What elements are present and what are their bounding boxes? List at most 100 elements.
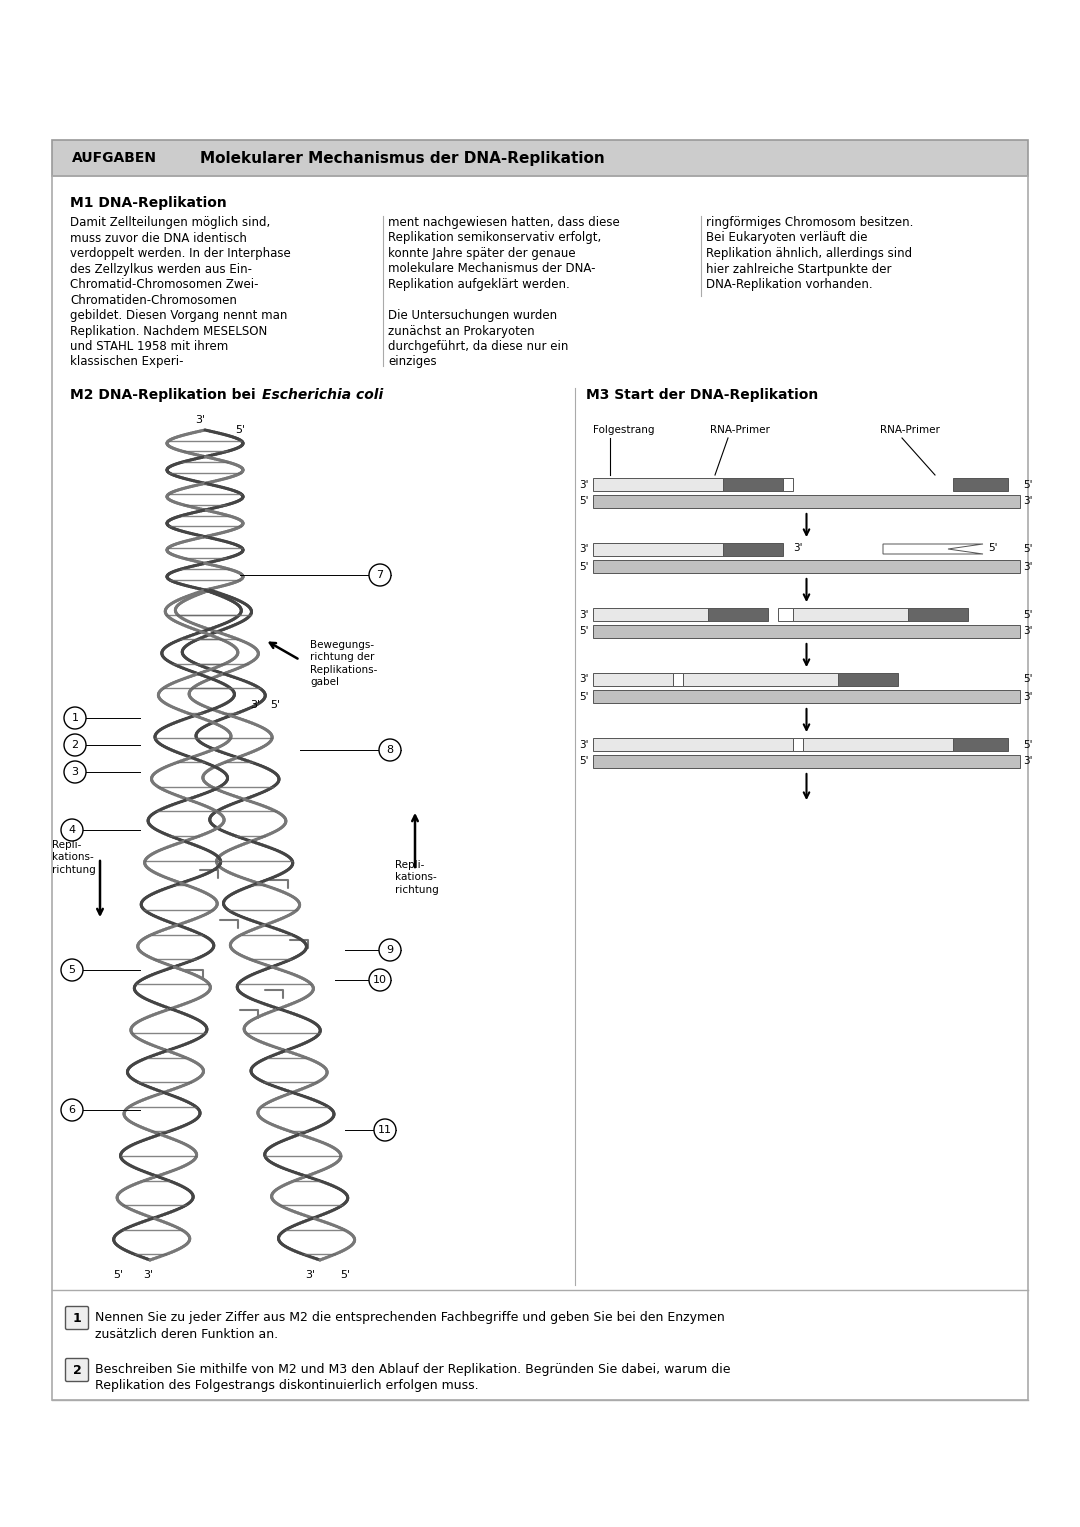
Text: AUFGABEN: AUFGABEN xyxy=(72,151,157,165)
Text: 3': 3' xyxy=(1023,496,1032,507)
Text: 4: 4 xyxy=(68,825,76,835)
Text: M3 Start der DNA-Replikation: M3 Start der DNA-Replikation xyxy=(586,388,819,402)
Text: Bei Eukaryoten verläuft die: Bei Eukaryoten verläuft die xyxy=(706,232,867,244)
Bar xyxy=(683,673,838,686)
Text: 6: 6 xyxy=(68,1106,76,1115)
Text: durchgeführt, da diese nur ein: durchgeführt, da diese nur ein xyxy=(388,341,568,353)
Text: des Zellzylkus werden aus Ein-: des Zellzylkus werden aus Ein- xyxy=(70,263,252,275)
Bar xyxy=(708,608,768,621)
Text: Chromatid-Chromosomen Zwei-: Chromatid-Chromosomen Zwei- xyxy=(70,278,258,292)
Text: ringförmiges Chromosom besitzen.: ringförmiges Chromosom besitzen. xyxy=(706,215,914,229)
Text: 3': 3' xyxy=(1023,756,1032,767)
Text: 3': 3' xyxy=(1023,562,1032,571)
Text: RNA-Primer: RNA-Primer xyxy=(880,425,940,435)
Text: 3': 3' xyxy=(580,739,589,750)
Text: Damit Zellteilungen möglich sind,: Damit Zellteilungen möglich sind, xyxy=(70,215,270,229)
Text: gebildet. Diesen Vorgang nennt man: gebildet. Diesen Vorgang nennt man xyxy=(70,308,287,322)
Bar xyxy=(593,754,1020,768)
Bar xyxy=(778,608,793,621)
Circle shape xyxy=(64,707,86,728)
Text: 5': 5' xyxy=(113,1270,123,1280)
Bar xyxy=(673,673,683,686)
Bar xyxy=(723,478,783,492)
Bar xyxy=(838,673,897,686)
Text: 3': 3' xyxy=(1023,692,1032,701)
Text: 3': 3' xyxy=(793,544,802,553)
Text: muss zuvor die DNA identisch: muss zuvor die DNA identisch xyxy=(70,232,247,244)
Circle shape xyxy=(64,734,86,756)
Bar xyxy=(593,690,1020,702)
Text: und STAHL 1958 mit ihrem: und STAHL 1958 mit ihrem xyxy=(70,341,228,353)
Text: Replikation ähnlich, allerdings sind: Replikation ähnlich, allerdings sind xyxy=(706,247,913,260)
Text: 2: 2 xyxy=(71,741,79,750)
Text: zunächst an Prokaryoten: zunächst an Prokaryoten xyxy=(388,325,535,337)
FancyBboxPatch shape xyxy=(66,1307,89,1330)
Text: 3': 3' xyxy=(1023,626,1032,637)
Text: Replikation. Nachdem MESELSON: Replikation. Nachdem MESELSON xyxy=(70,325,267,337)
Text: Bewegungs-
richtung der
Replikations-
gabel: Bewegungs- richtung der Replikations- ga… xyxy=(310,640,377,687)
Text: 5': 5' xyxy=(580,496,589,507)
Text: Replikation des Folgestrangs diskontinuierlich erfolgen muss.: Replikation des Folgestrangs diskontinui… xyxy=(95,1379,478,1393)
Text: hier zahlreiche Startpunkte der: hier zahlreiche Startpunkte der xyxy=(706,263,891,275)
Bar xyxy=(593,673,673,686)
Text: 7: 7 xyxy=(377,570,383,580)
Circle shape xyxy=(369,563,391,586)
Bar xyxy=(593,544,723,556)
Text: 5': 5' xyxy=(1023,545,1032,554)
Bar xyxy=(793,738,804,751)
Text: Repli-
kations-
richtung: Repli- kations- richtung xyxy=(52,840,96,875)
Text: 3': 3' xyxy=(580,545,589,554)
Text: 5': 5' xyxy=(270,699,280,710)
Text: molekulare Mechanismus der DNA-: molekulare Mechanismus der DNA- xyxy=(388,263,595,275)
Text: Replikation aufgeklärt werden.: Replikation aufgeklärt werden. xyxy=(388,278,570,292)
Text: 5': 5' xyxy=(580,692,589,701)
Circle shape xyxy=(60,1099,83,1121)
Text: RNA-Primer: RNA-Primer xyxy=(710,425,770,435)
Bar xyxy=(593,478,723,492)
Bar xyxy=(793,608,908,621)
Text: 3': 3' xyxy=(580,479,589,490)
Circle shape xyxy=(374,1119,396,1141)
Text: 5': 5' xyxy=(580,626,589,637)
Bar xyxy=(593,738,793,751)
Circle shape xyxy=(60,959,83,980)
Circle shape xyxy=(379,739,401,760)
FancyBboxPatch shape xyxy=(66,1359,89,1382)
Bar xyxy=(593,560,1020,573)
Text: einziges: einziges xyxy=(388,356,436,368)
Text: klassischen Experi-: klassischen Experi- xyxy=(70,356,184,368)
Text: Repli-
kations-
richtung: Repli- kations- richtung xyxy=(395,860,438,895)
Bar xyxy=(804,738,953,751)
Text: DNA-Replikation vorhanden.: DNA-Replikation vorhanden. xyxy=(706,278,873,292)
Circle shape xyxy=(369,970,391,991)
Text: zusätzlich deren Funktion an.: zusätzlich deren Funktion an. xyxy=(95,1327,279,1341)
Text: 11: 11 xyxy=(378,1125,392,1135)
Text: 8: 8 xyxy=(387,745,393,754)
Text: 2: 2 xyxy=(72,1364,81,1376)
Text: 3': 3' xyxy=(580,609,589,620)
Bar xyxy=(593,608,708,621)
Text: 3': 3' xyxy=(143,1270,153,1280)
Text: 9: 9 xyxy=(387,945,393,954)
Text: M1 DNA-Replikation: M1 DNA-Replikation xyxy=(70,195,227,211)
Text: Escherichia coli: Escherichia coli xyxy=(262,388,383,402)
Bar xyxy=(953,738,1008,751)
Text: 3': 3' xyxy=(580,675,589,684)
Text: Nennen Sie zu jeder Ziffer aus M2 die entsprechenden Fachbegriffe und geben Sie : Nennen Sie zu jeder Ziffer aus M2 die en… xyxy=(95,1312,725,1324)
Text: 10: 10 xyxy=(373,976,387,985)
Text: Beschreiben Sie mithilfe von M2 und M3 den Ablauf der Replikation. Begründen Sie: Beschreiben Sie mithilfe von M2 und M3 d… xyxy=(95,1364,730,1376)
Bar xyxy=(52,176,1028,1400)
Bar xyxy=(908,608,968,621)
Polygon shape xyxy=(883,544,983,554)
Text: 5': 5' xyxy=(1023,675,1032,684)
Text: 5': 5' xyxy=(340,1270,350,1280)
Text: Molekularer Mechanismus der DNA-Replikation: Molekularer Mechanismus der DNA-Replikat… xyxy=(200,151,605,165)
Text: 5': 5' xyxy=(580,756,589,767)
Text: ment nachgewiesen hatten, dass diese: ment nachgewiesen hatten, dass diese xyxy=(388,215,620,229)
Text: 5': 5' xyxy=(1023,609,1032,620)
Circle shape xyxy=(64,760,86,783)
Circle shape xyxy=(379,939,401,960)
Text: 3': 3' xyxy=(305,1270,315,1280)
Bar xyxy=(593,625,1020,638)
Text: M2 DNA-Replikation bei: M2 DNA-Replikation bei xyxy=(70,388,260,402)
